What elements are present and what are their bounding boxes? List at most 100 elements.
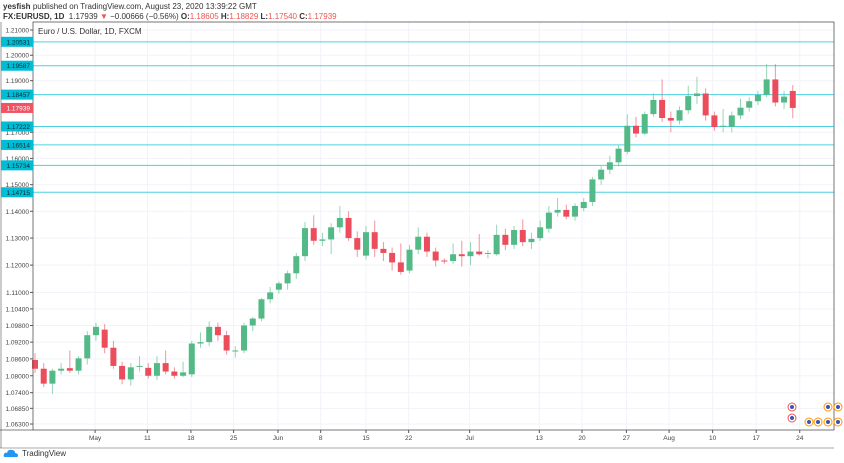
x-tick-label: 10 — [709, 435, 717, 442]
brand-name: TradingView — [22, 448, 67, 458]
candle-up — [781, 96, 788, 103]
candle-up — [580, 201, 587, 209]
symbol: FX:EURUSD, 1D — [3, 12, 65, 21]
candle-up — [362, 232, 369, 256]
candle-up — [746, 101, 753, 108]
candle-up — [136, 365, 143, 367]
candle-down — [101, 329, 108, 348]
close-label: C: — [299, 12, 308, 21]
y-tick-label: 1.10400 — [6, 306, 30, 313]
candle-down — [441, 260, 448, 262]
candle-down — [502, 234, 509, 245]
x-tick-label: Aug — [663, 435, 675, 442]
candle-up — [615, 148, 622, 163]
candle-down — [389, 252, 396, 263]
x-tick-label: 18 — [187, 435, 195, 442]
candle-up — [58, 368, 65, 371]
level-label-bg — [1, 160, 33, 171]
candle-up — [319, 239, 326, 241]
y-tick-label: 1.06850 — [6, 406, 30, 413]
y-tick-label: 1.06300 — [6, 422, 30, 429]
candle-up — [528, 238, 535, 243]
event-dot-icon — [826, 405, 830, 409]
level-label: 1.20531 — [7, 39, 31, 46]
candle-down — [432, 251, 439, 261]
price-change: −0.00666 (−0.56%) — [110, 12, 179, 21]
level-label: 1.14715 — [7, 190, 31, 197]
candle-down — [40, 368, 47, 384]
candle-up — [572, 205, 579, 217]
candle-up — [554, 209, 561, 213]
candle-up — [275, 283, 282, 290]
candle-up — [293, 256, 300, 274]
candle-up — [676, 110, 683, 121]
candle-down — [423, 236, 430, 252]
candle-down — [214, 326, 221, 336]
level-label: 1.17222 — [7, 124, 31, 131]
candle-up — [624, 125, 631, 152]
candle-down — [66, 368, 73, 371]
current-price-bg — [1, 102, 33, 113]
y-tick-label: 1.08600 — [6, 356, 30, 363]
event-dot-icon — [790, 405, 794, 409]
y-tick-label: 1.21000 — [6, 28, 30, 35]
candle-up — [249, 318, 256, 326]
candle-up — [754, 94, 761, 102]
candle-down — [476, 251, 483, 255]
y-tick-label: 1.09200 — [6, 340, 30, 347]
x-tick-label: 25 — [230, 435, 238, 442]
candle-down — [659, 99, 666, 118]
symbol-info: FX:EURUSD, 1D 1.17939 ▼ −0.00666 (−0.56%… — [3, 12, 337, 21]
candle-up — [75, 358, 82, 371]
y-tick-label: 1.19000 — [6, 78, 30, 85]
candle-up — [606, 162, 613, 170]
current-price-label: 1.17939 — [7, 105, 31, 112]
grid — [33, 22, 834, 430]
candle-down — [110, 347, 117, 366]
candles — [32, 64, 796, 395]
candle-up — [302, 228, 309, 257]
candle-up — [737, 107, 744, 116]
candle-down — [458, 254, 465, 257]
candle-up — [545, 212, 552, 229]
x-tick-label: 17 — [753, 435, 761, 442]
candle-up — [49, 370, 56, 384]
candle-up — [336, 217, 343, 228]
level-label: 1.18457 — [7, 92, 31, 99]
level-label: 1.19587 — [7, 63, 31, 70]
y-tick-label: 1.14000 — [6, 209, 30, 216]
candle-down — [711, 115, 718, 128]
candle-up — [450, 254, 457, 262]
event-markers[interactable] — [787, 402, 843, 427]
event-dot-icon — [816, 420, 820, 424]
level-label: 1.16514 — [7, 142, 31, 149]
plot-frame — [32, 21, 835, 431]
candle-up — [206, 326, 213, 343]
candle-up — [92, 326, 99, 336]
candle-up — [127, 367, 134, 380]
candle-up — [693, 93, 700, 97]
candle-down — [145, 367, 152, 376]
candle-up — [267, 292, 274, 300]
low-label: L: — [260, 12, 269, 21]
candle-up — [328, 227, 335, 240]
level-label-bg — [1, 60, 33, 71]
candle-down — [371, 232, 378, 249]
candle-up — [406, 249, 413, 271]
candle-up — [650, 99, 657, 115]
tradingview-logo[interactable]: TradingView — [3, 448, 66, 458]
candle-up — [84, 335, 91, 359]
x-tick-label: 20 — [578, 435, 586, 442]
candle-up — [589, 179, 596, 202]
open-value: 1.18605 — [189, 12, 219, 21]
candle-up — [284, 273, 291, 284]
x-tick-label: 22 — [405, 435, 413, 442]
y-tick-label: 1.09800 — [6, 323, 30, 330]
candle-up — [258, 299, 265, 319]
x-tick-label: 11 — [144, 435, 151, 442]
axes: 1.21000 1.20000 1.19000 1.17000 1.16000 1.150… — [0, 21, 835, 449]
candle-up — [720, 125, 727, 127]
last-price: 1.17939 — [68, 12, 98, 21]
author[interactable]: yesfish — [3, 2, 31, 11]
